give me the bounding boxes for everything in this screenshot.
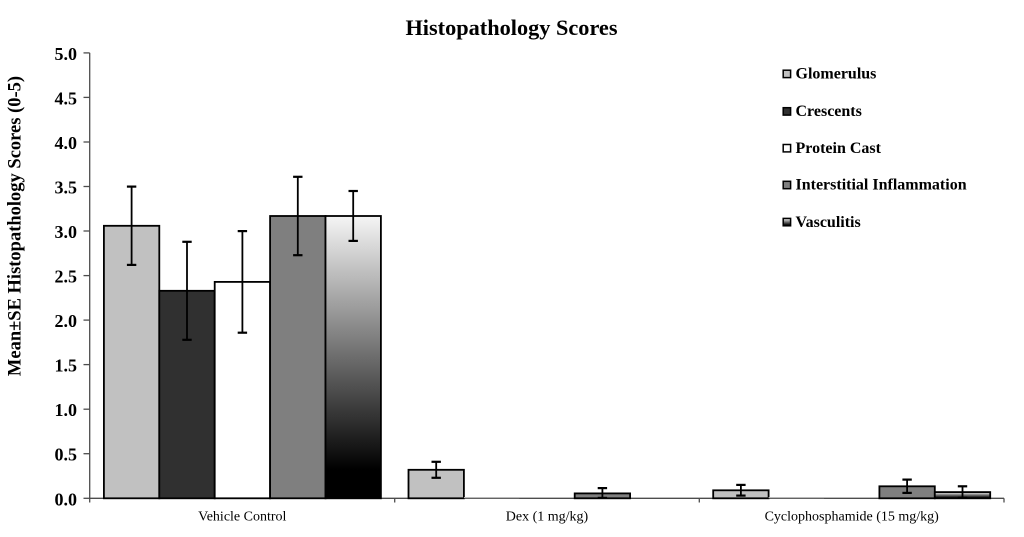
- svg-text:1.0: 1.0: [55, 400, 78, 420]
- svg-text:Cyclophosphamide (15 mg/kg): Cyclophosphamide (15 mg/kg): [765, 509, 940, 524]
- svg-text:2.5: 2.5: [55, 267, 78, 287]
- svg-text:Vehicle Control: Vehicle Control: [198, 509, 286, 524]
- svg-text:Crescents: Crescents: [796, 103, 862, 120]
- svg-text:Interstitial Inflammation: Interstitial Inflammation: [796, 177, 967, 194]
- svg-text:Vasculitis: Vasculitis: [796, 214, 861, 231]
- svg-text:5.0: 5.0: [55, 44, 78, 64]
- svg-text:3.5: 3.5: [55, 178, 78, 198]
- svg-text:1.5: 1.5: [55, 356, 78, 376]
- svg-text:Mean±SE Histopathology Scores: Mean±SE Histopathology Scores (0-5): [6, 76, 26, 376]
- svg-text:Histopathology Scores: Histopathology Scores: [405, 15, 617, 40]
- svg-text:Protein Cast: Protein Cast: [796, 140, 882, 157]
- svg-text:2.0: 2.0: [55, 311, 78, 331]
- svg-text:4.0: 4.0: [55, 133, 78, 153]
- svg-text:Glomerulus: Glomerulus: [796, 66, 877, 83]
- svg-text:4.5: 4.5: [55, 88, 78, 108]
- svg-text:3.0: 3.0: [55, 222, 78, 242]
- svg-text:0.0: 0.0: [55, 489, 78, 509]
- svg-text:Dex (1 mg/kg): Dex (1 mg/kg): [506, 509, 589, 524]
- svg-text:0.5: 0.5: [55, 445, 78, 465]
